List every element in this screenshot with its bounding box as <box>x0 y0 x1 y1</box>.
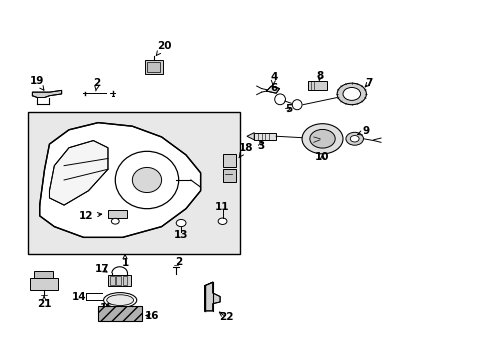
Ellipse shape <box>106 295 133 306</box>
Bar <box>110 276 115 285</box>
Circle shape <box>336 83 366 105</box>
Ellipse shape <box>292 100 302 110</box>
Ellipse shape <box>115 151 178 209</box>
Text: 17: 17 <box>94 264 109 274</box>
Bar <box>108 210 127 218</box>
Bar <box>116 276 121 285</box>
Circle shape <box>218 218 226 225</box>
Text: 6: 6 <box>269 83 277 93</box>
Text: 2: 2 <box>93 78 101 91</box>
Text: 12: 12 <box>79 211 102 221</box>
Text: 16: 16 <box>144 311 159 321</box>
Circle shape <box>111 219 119 224</box>
Text: 7: 7 <box>365 78 372 88</box>
Circle shape <box>309 130 334 148</box>
Bar <box>254 133 276 140</box>
Text: 8: 8 <box>316 71 323 81</box>
Text: 21: 21 <box>37 296 51 309</box>
Ellipse shape <box>132 167 161 193</box>
Circle shape <box>345 132 363 145</box>
Polygon shape <box>246 133 254 140</box>
Circle shape <box>342 87 360 100</box>
Bar <box>307 81 327 90</box>
Polygon shape <box>266 86 279 93</box>
Text: 9: 9 <box>357 126 369 136</box>
Text: 11: 11 <box>215 202 229 212</box>
Bar <box>34 271 53 278</box>
Text: 13: 13 <box>174 230 188 240</box>
Circle shape <box>349 135 358 142</box>
Bar <box>27 112 239 253</box>
Text: 19: 19 <box>30 76 44 90</box>
Polygon shape <box>204 282 220 311</box>
Text: 4: 4 <box>269 72 277 85</box>
Polygon shape <box>49 140 108 205</box>
Text: 22: 22 <box>218 312 233 322</box>
Circle shape <box>176 220 185 226</box>
Circle shape <box>302 124 342 154</box>
Bar <box>30 278 58 290</box>
Bar <box>222 154 236 167</box>
Bar <box>222 168 236 182</box>
Text: 1: 1 <box>121 255 128 268</box>
Text: 18: 18 <box>238 143 253 158</box>
Ellipse shape <box>103 293 137 308</box>
Text: 3: 3 <box>256 140 264 150</box>
Text: 10: 10 <box>315 152 329 162</box>
Bar <box>144 60 163 74</box>
Bar <box>147 62 159 72</box>
Text: 20: 20 <box>156 41 171 56</box>
Polygon shape <box>40 123 200 237</box>
Ellipse shape <box>274 94 285 105</box>
Polygon shape <box>32 90 61 98</box>
Text: 5: 5 <box>284 104 291 114</box>
Bar <box>108 275 131 286</box>
Text: 15: 15 <box>100 303 114 313</box>
Text: 2: 2 <box>175 257 182 267</box>
Bar <box>122 276 127 285</box>
Text: 14: 14 <box>71 292 86 302</box>
Bar <box>98 306 142 320</box>
